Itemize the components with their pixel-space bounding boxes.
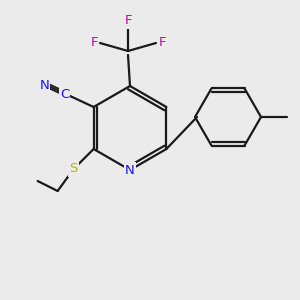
Text: N: N	[40, 79, 50, 92]
Text: C: C	[60, 88, 69, 101]
Text: F: F	[158, 37, 166, 50]
Text: S: S	[69, 163, 78, 176]
Text: F: F	[90, 37, 98, 50]
Text: N: N	[125, 164, 135, 176]
Text: F: F	[124, 14, 132, 28]
